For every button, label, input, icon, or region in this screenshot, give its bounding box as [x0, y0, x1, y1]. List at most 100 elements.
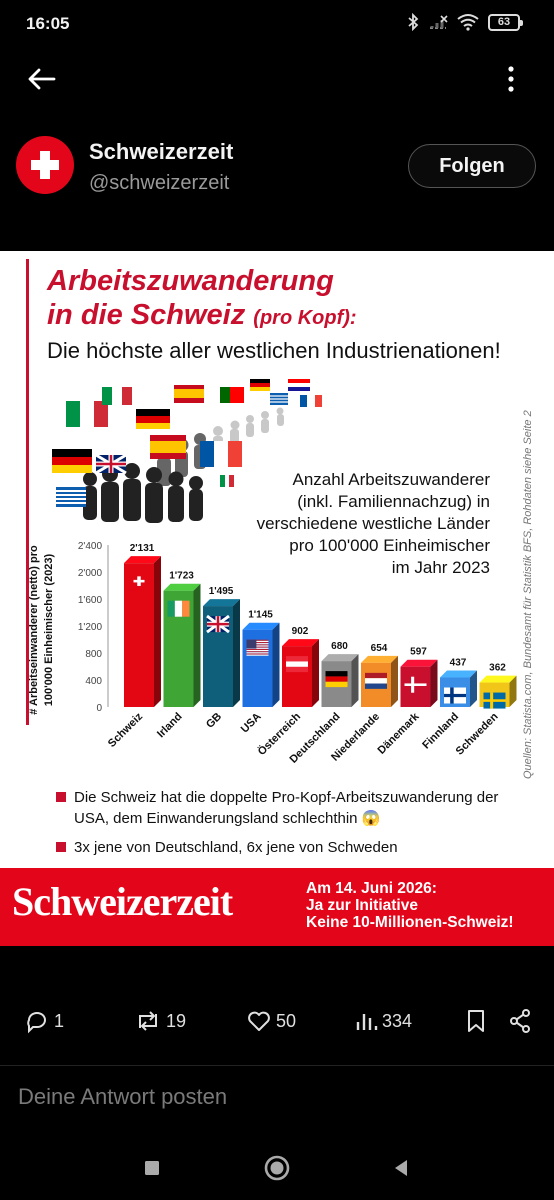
flag-part — [133, 579, 145, 583]
flag-part — [286, 661, 308, 667]
bar-value-label: 1'145 — [248, 610, 273, 621]
flag-part — [246, 652, 269, 654]
follow-button[interactable]: Folgen — [408, 144, 536, 188]
like-icon — [248, 1011, 270, 1031]
image-subtitle: Die höchste aller westlichen Industriena… — [47, 338, 501, 363]
chart-description: Anzahl Arbeitszuwanderer (inkl. Familien… — [228, 469, 490, 579]
signal-icon — [430, 15, 448, 29]
wifi-icon — [457, 14, 479, 31]
views-count: 334 — [382, 1010, 413, 1031]
bookmark-icon — [468, 1010, 484, 1032]
y-tick-label: 2'400 — [78, 541, 103, 552]
category-label: Schweiz — [106, 710, 146, 750]
bar-side-face — [509, 675, 517, 707]
category-label: Irland — [155, 711, 185, 741]
flag-part — [246, 644, 269, 646]
swiss-cross-icon — [31, 151, 59, 179]
back-button[interactable] — [384, 1151, 418, 1185]
reply-input[interactable] — [18, 1084, 518, 1110]
profile-handle[interactable]: @schweizerzeit — [89, 172, 230, 194]
bar-value-label: 362 — [489, 663, 506, 674]
y-tick-label: 1'200 — [78, 622, 103, 633]
flag-part — [246, 645, 269, 647]
image-title-line2-main: in die Schweiz — [47, 299, 246, 331]
bar-side-face — [351, 654, 359, 707]
flag-part — [246, 641, 269, 644]
bar-value-label: 1'723 — [169, 571, 194, 582]
bar-value-label: 902 — [292, 626, 309, 637]
accent-line — [26, 259, 29, 725]
flag-part — [404, 683, 427, 686]
bar-side-face — [272, 622, 280, 707]
bar-side-face — [193, 583, 201, 707]
like-button[interactable]: 50 — [246, 1008, 296, 1034]
status-icons: 63 — [407, 13, 523, 31]
flag-part — [444, 693, 466, 698]
avatar[interactable] — [16, 136, 74, 194]
reply-composer — [0, 1065, 554, 1127]
bookmark-button[interactable] — [464, 1008, 488, 1034]
views-icon — [356, 1014, 378, 1030]
bar-top-face — [163, 583, 201, 591]
back-arrow-icon[interactable] — [24, 62, 58, 96]
bar-top-face — [400, 659, 438, 667]
repost-button[interactable]: 19 — [134, 1008, 186, 1034]
reply-icon — [27, 1012, 46, 1034]
category-label: GB — [204, 711, 224, 731]
post-actions: 1 19 50 334 — [0, 1008, 554, 1048]
flag-part — [174, 600, 183, 617]
flag-part — [207, 616, 229, 633]
share-icon — [510, 1009, 530, 1033]
banner-line: Ja zur Initiative — [306, 897, 418, 914]
chart-description-line: Anzahl Arbeitszuwanderer — [292, 470, 490, 489]
home-button[interactable] — [260, 1151, 294, 1185]
flag-part — [246, 646, 269, 648]
recents-button[interactable] — [135, 1151, 169, 1185]
profile-name[interactable]: Schweizerzeit — [89, 139, 234, 164]
bar-top-face — [242, 622, 280, 630]
bullet-item: Die Schweiz hat die doppelte Pro-Kopf-Ar… — [52, 787, 522, 829]
more-vertical-icon[interactable] — [498, 62, 524, 96]
views-button[interactable]: 334 — [354, 1008, 412, 1034]
reply-button[interactable]: 1 — [24, 1008, 64, 1034]
bar-top-face — [321, 654, 359, 662]
category-label: Dänemark — [376, 710, 423, 757]
flag-part — [246, 647, 269, 649]
chart-description-line: (inkl. Familiennachzug) in — [297, 492, 490, 511]
image-title-line2-small: (pro Kopf): — [253, 307, 357, 329]
bullet-list: Die Schweiz hat die doppelte Pro-Kopf-Ar… — [52, 787, 522, 866]
clock: 16:05 — [26, 14, 70, 33]
flag-part — [246, 648, 269, 650]
y-tick-label: 0 — [96, 703, 102, 714]
bar-value-label: 654 — [371, 643, 388, 654]
flag-part — [246, 643, 269, 645]
category-label: Finnland — [420, 711, 461, 752]
y-tick-label: 400 — [85, 676, 102, 687]
crowd-with-flags-illustration — [52, 379, 322, 523]
bar-side-face — [470, 670, 477, 707]
share-button[interactable] — [508, 1008, 532, 1034]
flag-part — [167, 600, 175, 617]
chart-description-line: im Jahr 2023 — [391, 558, 490, 577]
chart-description-line: verschiedene westliche Länder — [256, 514, 490, 533]
y-tick-label: 1'600 — [78, 595, 103, 606]
flag-part — [365, 683, 387, 689]
bar-top-face — [440, 670, 477, 678]
bar-top-face — [124, 556, 161, 564]
bar-top-face — [282, 639, 319, 647]
flag-part — [325, 681, 348, 688]
post-image[interactable]: Arbeitszuwanderung in die Schweiz (pro K… — [0, 251, 554, 946]
bullet-item: 3x jene von Deutschland, 6x jene von Sch… — [52, 837, 522, 858]
flag-part — [365, 678, 387, 684]
bar-side-face — [312, 639, 319, 707]
banner-logo: Schweizerzeit — [12, 879, 233, 924]
system-navigation-bar — [0, 1135, 554, 1200]
battery-icon: 63 — [488, 13, 523, 31]
bar-value-label: 680 — [331, 641, 348, 652]
image-title-line1: Arbeitszuwanderung — [47, 265, 334, 297]
flag-part — [246, 653, 269, 655]
bar-top-face — [203, 599, 240, 607]
bluetooth-icon — [408, 13, 419, 31]
flag-part — [246, 639, 269, 641]
repost-count: 19 — [166, 1010, 187, 1031]
